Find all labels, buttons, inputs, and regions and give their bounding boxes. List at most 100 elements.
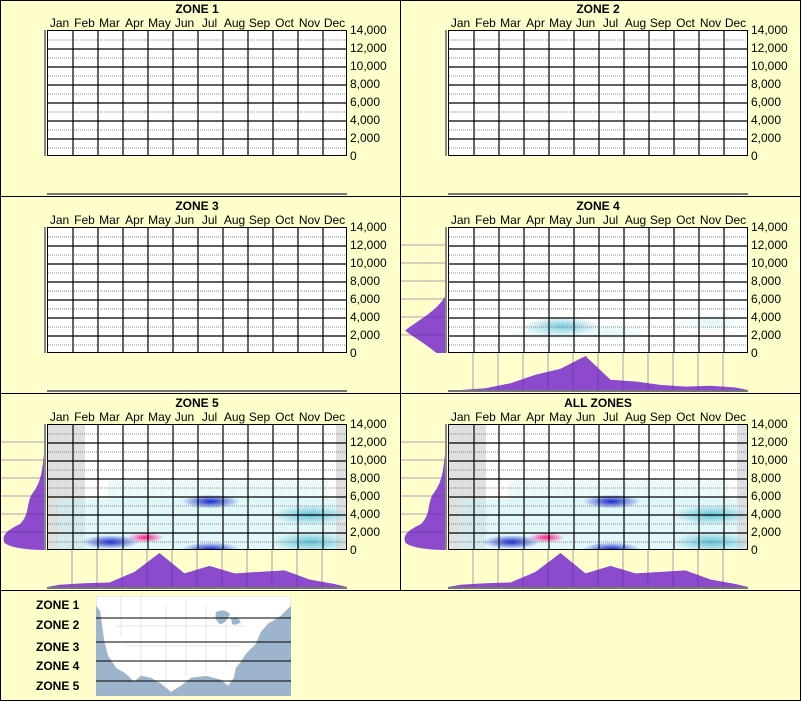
month-label: Dec (323, 213, 346, 227)
elevation-axis-bar (44, 30, 46, 156)
month-label: Apr (526, 213, 545, 227)
elevation-axis-bar (445, 227, 447, 353)
month-label: Apr (526, 16, 545, 30)
month-label: May (549, 16, 572, 30)
month-label: Jan (49, 213, 70, 227)
month-label: Aug (624, 410, 647, 424)
month-axis: Jan Feb Mar Apr May Jun Jul Aug Sep Oct Nov Dec (448, 410, 748, 424)
elevation-tick: 12,000 (350, 238, 387, 252)
month-label: Aug (624, 213, 647, 227)
elevation-tick: 6,000 (751, 95, 782, 109)
legend-zone-2: ZONE 2 (36, 618, 80, 632)
elevation-axis-bar (44, 424, 46, 550)
month-label: Jan (450, 16, 471, 30)
panel-zone-5: ZONE 5 Jan Feb Mar Apr May Jun Jul Aug Sep Oct Nov… (0, 394, 400, 591)
elevation-tick: 4,000 (751, 113, 782, 127)
elevation-tick: 10,000 (751, 59, 788, 73)
month-label: Nov (298, 410, 321, 424)
month-label: Apr (125, 16, 144, 30)
heatmap-grid (47, 30, 347, 156)
elevation-tick: 4,000 (350, 310, 381, 324)
panel-divider-vertical (400, 0, 401, 591)
elevation-axis-bar (44, 227, 46, 353)
month-label: Jul (201, 16, 218, 30)
month-label: Jul (201, 410, 218, 424)
elevation-tick: 0 (751, 346, 758, 360)
elevation-tick: 4,000 (350, 507, 381, 521)
month-label: Feb (74, 410, 95, 424)
month-distribution (448, 353, 748, 390)
month-label: Oct (275, 410, 294, 424)
month-label: Jun (174, 16, 195, 30)
month-label: Mar (500, 213, 521, 227)
elevation-axis-bar (445, 424, 447, 550)
elevation-tick: 14,000 (350, 417, 387, 431)
panel-zone-2: ZONE 2 Jan Feb Mar Apr May Jun Jul Aug Sep Oct Nov… (401, 0, 801, 197)
month-label: Oct (676, 16, 695, 30)
elevation-tick: 2,000 (751, 525, 782, 539)
panel-title: ZONE 2 (576, 2, 620, 16)
month-label: Sep (649, 16, 672, 30)
elevation-tick: 14,000 (751, 417, 788, 431)
elevation-tick: 8,000 (751, 77, 782, 91)
month-label: Mar (99, 16, 120, 30)
month-distribution-baseline (47, 587, 347, 589)
month-label: Feb (74, 213, 95, 227)
elevation-axis: 14,000 12,000 10,000 8,000 6,000 4,000 2,000 0 (751, 221, 801, 361)
month-label: Jul (602, 410, 619, 424)
legend-zone-5: ZONE 5 (36, 679, 80, 693)
elevation-tick: 4,000 (751, 507, 782, 521)
month-label: Apr (526, 410, 545, 424)
elevation-tick: 0 (350, 543, 357, 557)
elevation-tick: 2,000 (350, 525, 381, 539)
month-label: Mar (99, 410, 120, 424)
elevation-tick: 2,000 (751, 131, 782, 145)
month-label: Oct (275, 16, 294, 30)
month-label: Mar (500, 410, 521, 424)
elevation-axis: 14,000 12,000 10,000 8,000 6,000 4,000 2,000 0 (350, 221, 400, 361)
month-axis: Jan Feb Mar Apr May Jun Jul Aug Sep Oct Nov Dec (47, 213, 347, 227)
month-label: Sep (649, 213, 672, 227)
elevation-tick: 10,000 (350, 453, 387, 467)
month-label: Nov (699, 410, 722, 424)
elevation-tick: 14,000 (751, 220, 788, 234)
elevation-tick: 10,000 (350, 59, 387, 73)
month-distribution-baseline (448, 587, 748, 589)
month-label: Apr (125, 213, 144, 227)
elevation-tick: 2,000 (350, 328, 381, 342)
month-distribution (448, 550, 748, 587)
month-label: Mar (99, 213, 120, 227)
elevation-tick: 0 (350, 149, 357, 163)
elevation-tick: 12,000 (751, 238, 788, 252)
month-label: Jul (602, 16, 619, 30)
month-label: Sep (248, 410, 271, 424)
panel-title: ZONE 5 (175, 396, 219, 410)
month-label: Nov (699, 213, 722, 227)
elevation-tick: 10,000 (751, 256, 788, 270)
month-label: Jun (174, 213, 195, 227)
month-label: Jan (49, 410, 70, 424)
elevation-tick: 0 (751, 543, 758, 557)
month-label: Dec (323, 410, 346, 424)
month-label: Aug (223, 213, 246, 227)
month-label: May (148, 213, 171, 227)
heatmap-grid (47, 227, 347, 353)
month-label: Sep (248, 213, 271, 227)
elevation-tick: 6,000 (350, 292, 381, 306)
month-axis: Jan Feb Mar Apr May Jun Jul Aug Sep Oct Nov Dec (448, 16, 748, 30)
heatmap-grid (448, 30, 748, 156)
month-label: Jun (575, 16, 596, 30)
month-label: Jul (602, 213, 619, 227)
panel-divider (0, 590, 801, 591)
elevation-tick: 8,000 (751, 471, 782, 485)
us-zone-map (96, 596, 291, 696)
month-label: Feb (475, 16, 496, 30)
legend-zone-4: ZONE 4 (36, 659, 80, 673)
panel-divider (0, 196, 801, 197)
panel-title: ZONE 4 (576, 199, 620, 213)
elevation-tick: 8,000 (751, 274, 782, 288)
elevation-tick: 12,000 (751, 41, 788, 55)
month-label: Feb (74, 16, 95, 30)
elevation-tick: 6,000 (350, 95, 381, 109)
elevation-tick: 8,000 (350, 77, 381, 91)
